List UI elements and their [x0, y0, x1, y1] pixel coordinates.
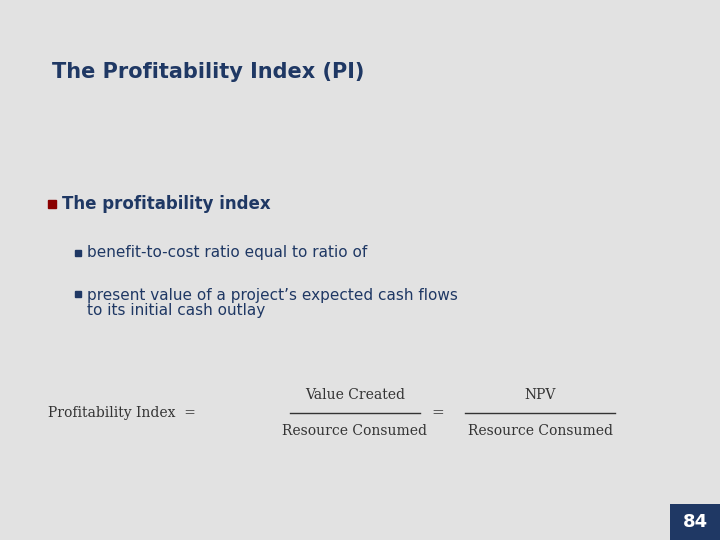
- Text: benefit-to-cost ratio equal to ratio of: benefit-to-cost ratio equal to ratio of: [87, 246, 367, 260]
- Text: present value of a project’s expected cash flows: present value of a project’s expected ca…: [87, 288, 458, 303]
- Text: The profitability index: The profitability index: [62, 195, 271, 213]
- Text: The Profitability Index (PI): The Profitability Index (PI): [52, 62, 364, 82]
- Text: =: =: [431, 406, 444, 420]
- Bar: [75, 250, 81, 256]
- Text: to its initial cash outlay: to its initial cash outlay: [87, 303, 265, 318]
- Bar: [75, 291, 81, 297]
- Text: Resource Consumed: Resource Consumed: [282, 424, 428, 438]
- Bar: [48, 200, 56, 208]
- Text: Resource Consumed: Resource Consumed: [467, 424, 613, 438]
- Text: NPV: NPV: [524, 388, 556, 402]
- Text: 84: 84: [683, 513, 708, 531]
- Text: Profitability Index  =: Profitability Index =: [48, 406, 196, 420]
- Text: Value Created: Value Created: [305, 388, 405, 402]
- FancyBboxPatch shape: [670, 504, 720, 540]
